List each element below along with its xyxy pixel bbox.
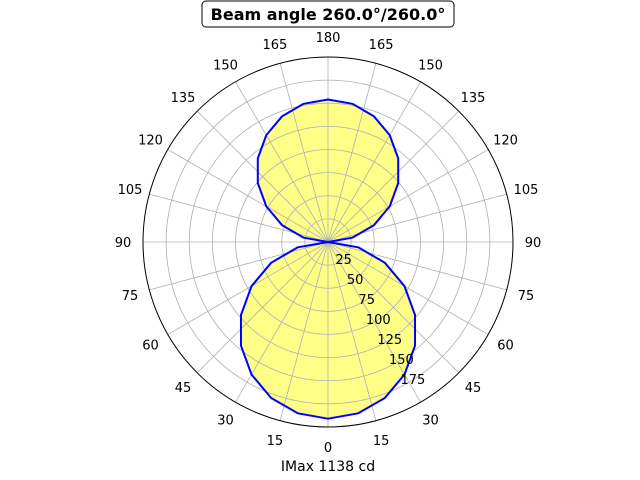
angular-gridline xyxy=(327,241,421,403)
angular-gridline xyxy=(327,63,377,243)
angular-gridline xyxy=(327,110,460,243)
radial-tick-label: 75 xyxy=(358,293,375,308)
angular-gridline xyxy=(279,241,329,421)
angle-tick-label-right: 165 xyxy=(369,38,394,53)
radial-tick-label: 175 xyxy=(400,373,425,388)
angle-tick-label-right: 105 xyxy=(514,183,539,198)
angular-gridline xyxy=(327,241,489,335)
angular-gridline xyxy=(279,63,329,243)
polar-frame xyxy=(142,56,514,428)
angle-tick-label-left: 165 xyxy=(262,38,287,53)
angle-tick-label-left: 75 xyxy=(122,289,139,304)
angular-gridline xyxy=(167,149,329,243)
angle-tick-label-right: 60 xyxy=(497,339,514,354)
angular-gridline xyxy=(196,241,329,374)
angle-tick-label-right: 120 xyxy=(493,134,518,149)
angle-tick-label-left: 45 xyxy=(175,381,192,396)
angular-gridline xyxy=(327,241,377,421)
angle-tick-label-right: 90 xyxy=(525,236,542,251)
angular-gridline xyxy=(327,241,507,291)
angle-tick-label-right: 0 xyxy=(324,441,332,456)
angular-gridline xyxy=(327,241,460,374)
tick-labels: 0 15 30 45 60 75 90 105 120 135 150 165 180 15 30 45 60 7… xyxy=(115,31,542,456)
radial-tick-label: 25 xyxy=(335,253,352,268)
angle-tick-label-right: 30 xyxy=(422,414,439,429)
angular-gridline xyxy=(235,81,329,243)
angular-gridline xyxy=(167,241,329,335)
angle-tick-label-right: 45 xyxy=(465,381,482,396)
angular-gridline xyxy=(196,110,329,243)
angle-tick-label-left: 15 xyxy=(267,434,284,449)
angle-tick-label-left: 60 xyxy=(142,339,159,354)
angular-gridline xyxy=(235,241,329,403)
chart-title-box: Beam angle 260.0°/260.0° xyxy=(201,0,455,28)
radial-tick-label: 50 xyxy=(347,273,364,288)
angle-tick-label-right: 135 xyxy=(461,91,486,106)
angle-tick-label-right: 150 xyxy=(418,59,443,74)
radial-tick-label: 125 xyxy=(377,333,402,348)
radial-tick-label: 150 xyxy=(389,353,414,368)
angle-tick-label-left: 150 xyxy=(213,59,238,74)
angle-tick-label-left: 135 xyxy=(171,91,196,106)
angular-gridline xyxy=(327,81,421,243)
angle-tick-label-left: 105 xyxy=(118,183,143,198)
angular-gridline xyxy=(327,149,489,243)
radial-tick-label: 100 xyxy=(366,313,391,328)
angle-tick-label-left: 90 xyxy=(115,236,132,251)
angle-tick-label-right: 15 xyxy=(373,434,390,449)
angle-tick-label-left: 120 xyxy=(138,134,163,149)
lobe-lines xyxy=(240,98,416,420)
angle-tick-label-left: 30 xyxy=(217,414,234,429)
angle-tick-label-right: 180 xyxy=(316,31,341,46)
angle-tick-label-right: 75 xyxy=(518,289,535,304)
chart-title: Beam angle 260.0°/260.0° xyxy=(211,5,446,24)
title-box-frame xyxy=(201,0,455,28)
x-axis-label: IMax 1138 cd xyxy=(281,459,375,475)
angular-gridline xyxy=(149,241,329,291)
lobe-line-1 xyxy=(256,98,400,243)
